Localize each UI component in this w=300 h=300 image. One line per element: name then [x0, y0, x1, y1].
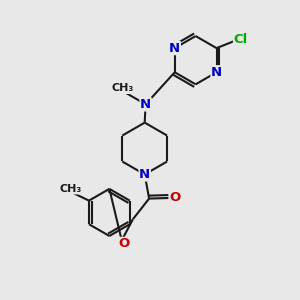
Text: O: O: [118, 237, 129, 250]
Text: N: N: [140, 98, 151, 111]
Text: N: N: [211, 66, 222, 79]
Text: N: N: [139, 168, 150, 181]
Text: CH₃: CH₃: [59, 184, 82, 194]
Text: N: N: [169, 42, 180, 55]
Text: O: O: [169, 191, 181, 205]
Text: Cl: Cl: [234, 33, 248, 46]
Text: CH₃: CH₃: [112, 83, 134, 94]
